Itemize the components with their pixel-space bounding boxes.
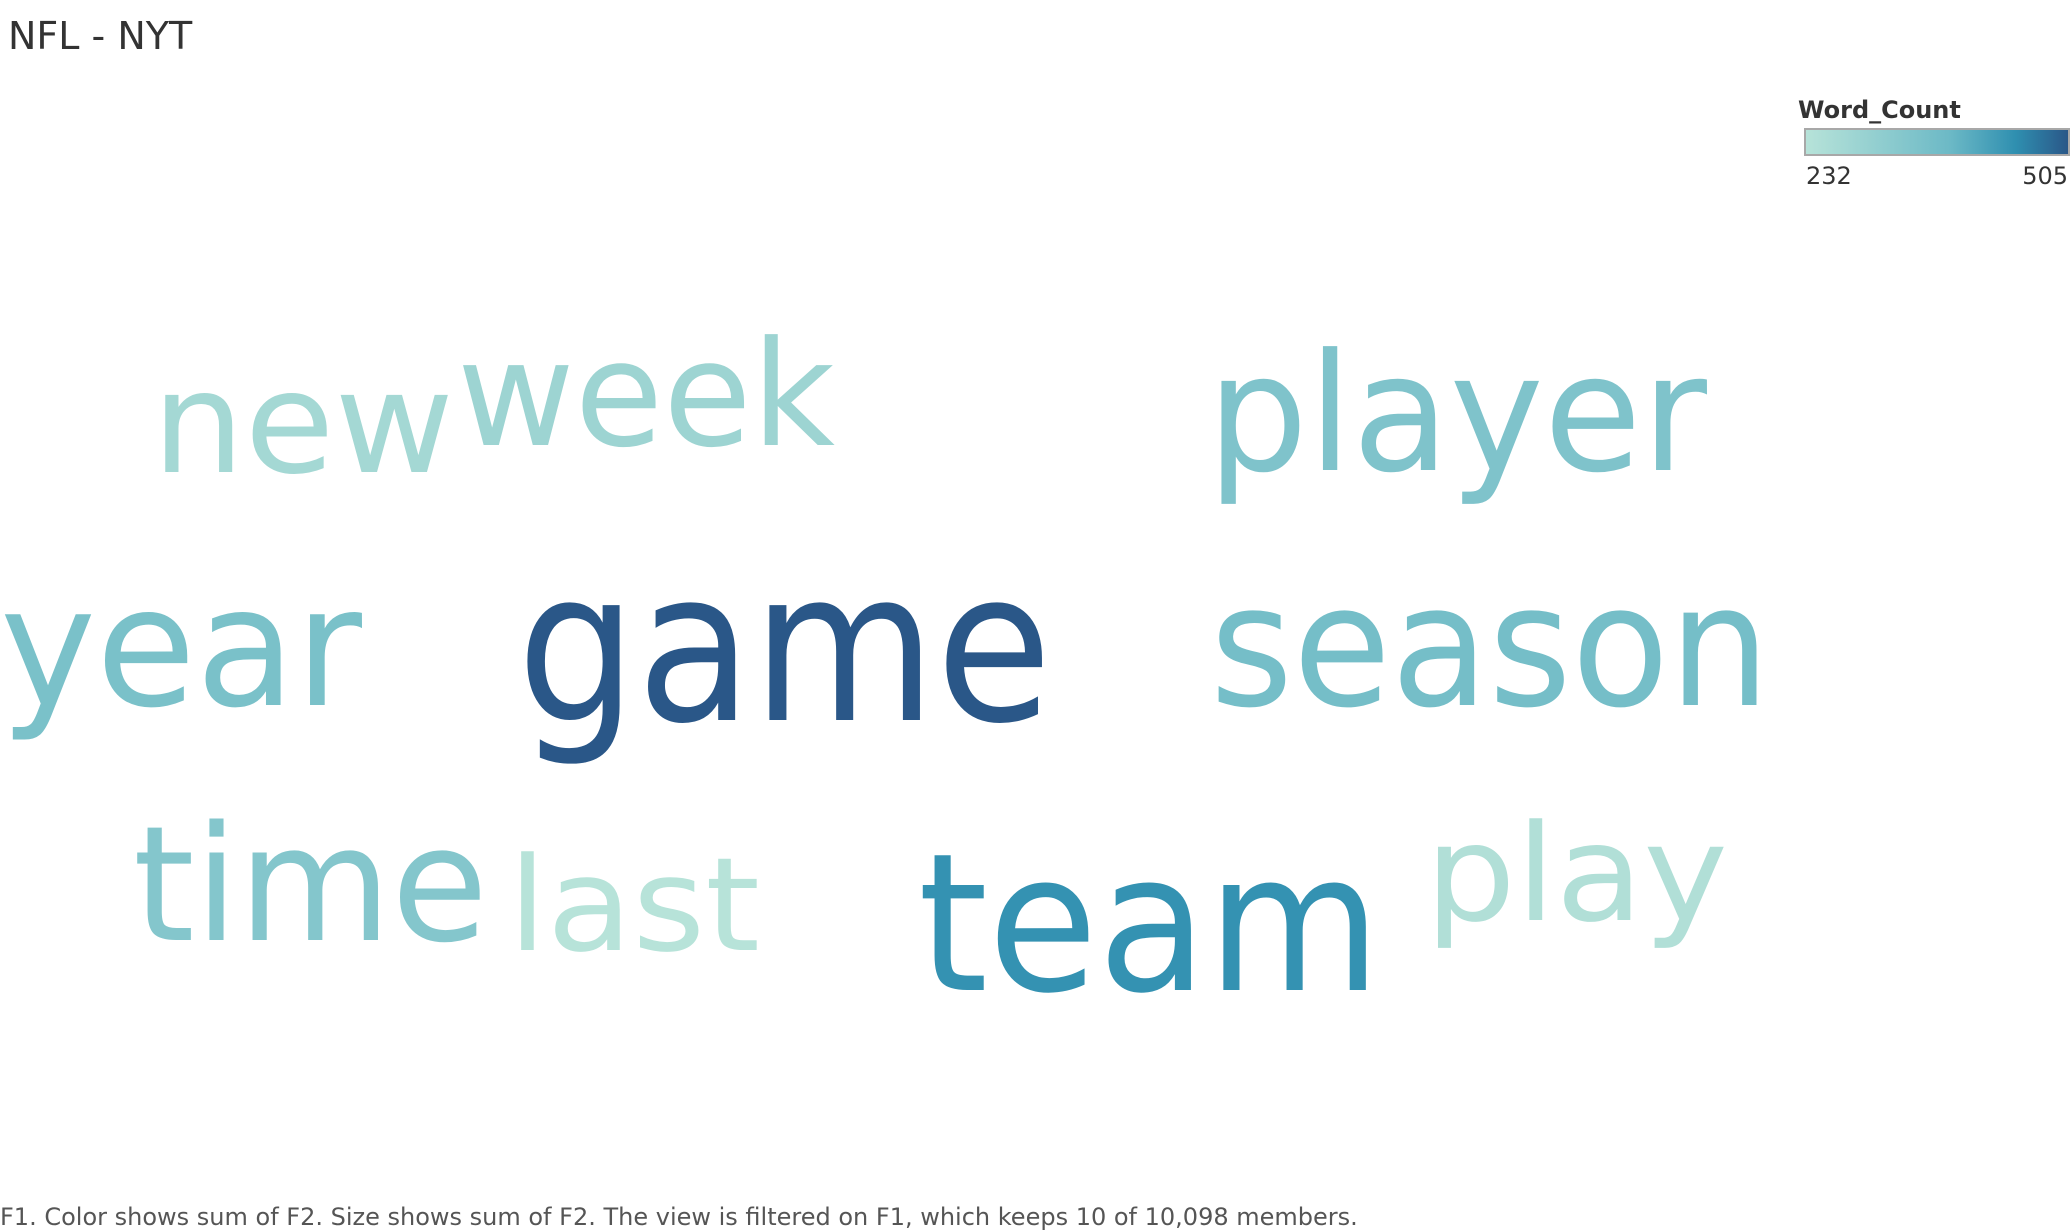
color-legend[interactable]: Word_Count 232 505 xyxy=(1798,96,2072,192)
word-season[interactable]: season xyxy=(1210,548,1770,745)
word-time[interactable]: time xyxy=(133,791,488,978)
word-play[interactable]: play xyxy=(1425,796,1728,952)
chart-caption: F1. Color shows sum of F2. Size shows su… xyxy=(0,1203,1358,1230)
legend-gradient-bar xyxy=(1804,128,2070,156)
word-team[interactable]: team xyxy=(918,813,1381,1036)
word-year[interactable]: year xyxy=(0,552,363,745)
word-game[interactable]: game xyxy=(517,525,1052,770)
legend-min-label: 232 xyxy=(1806,162,1852,190)
word-new[interactable]: new xyxy=(152,342,454,506)
word-player[interactable]: player xyxy=(1207,320,1708,509)
word-last[interactable]: last xyxy=(508,829,760,981)
chart-title: NFL - NYT xyxy=(8,14,193,58)
legend-title: Word_Count xyxy=(1798,96,1961,124)
legend-max-label: 505 xyxy=(2022,162,2068,190)
word-week[interactable]: week xyxy=(457,310,835,480)
legend-labels: 232 505 xyxy=(1798,162,2070,192)
